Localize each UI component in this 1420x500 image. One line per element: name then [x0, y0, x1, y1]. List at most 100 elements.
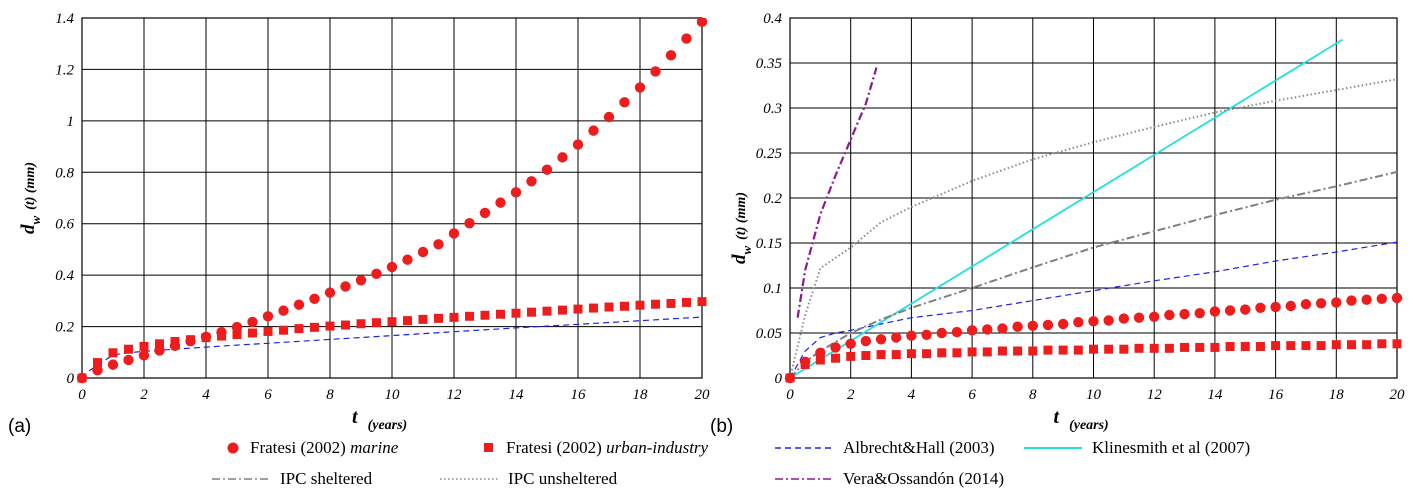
x-tick-label: 8 — [326, 387, 334, 403]
data-point — [124, 344, 133, 354]
chart-panel-a: 0 2 4 6 8 10 12 14 16 18 20 0 0.2 0.4 0.6 0.8 1 1.2 1.4 t (y… — [8, 11, 710, 437]
legend-item-klinesmith: Klinesmith et al (2007) — [1024, 438, 1250, 457]
y-tick-label: 0.1 — [763, 281, 782, 297]
data-point — [1362, 340, 1372, 350]
data-point — [967, 347, 977, 357]
data-point — [1149, 311, 1160, 322]
data-point — [830, 342, 841, 353]
data-point — [495, 197, 506, 208]
y-tick-label: 0.8 — [55, 165, 74, 181]
data-point — [891, 350, 901, 360]
data-point — [921, 329, 932, 340]
data-point — [1195, 342, 1205, 352]
data-point — [1058, 345, 1068, 355]
data-point — [1149, 343, 1159, 353]
panel-label-a: (a) — [8, 416, 31, 437]
x-tick-label: 4 — [908, 387, 916, 403]
data-point — [217, 331, 226, 341]
x-tick-label: 12 — [1147, 387, 1163, 403]
legend-item-vera: Vera&Ossandón (2014) — [775, 469, 1004, 488]
data-point — [541, 164, 553, 175]
data-point — [449, 312, 459, 322]
data-point — [248, 328, 257, 338]
data-point — [997, 346, 1007, 356]
data-point — [527, 307, 536, 317]
data-point — [139, 341, 149, 351]
chart-panel-b: 0 2 4 6 8 10 12 14 16 18 20 0 0.05 0.1 0.15 0.2 0.25 0.3 0… — [710, 11, 1405, 437]
data-point — [650, 66, 661, 77]
data-point — [1133, 312, 1145, 323]
data-point — [1119, 344, 1129, 354]
data-point — [93, 358, 102, 368]
data-point — [952, 348, 962, 358]
data-point — [1255, 342, 1265, 351]
data-point — [1392, 339, 1402, 349]
data-point — [1240, 342, 1250, 351]
legend-marker — [484, 443, 493, 452]
data-point — [831, 353, 841, 363]
data-point — [846, 351, 856, 361]
data-point — [263, 326, 273, 336]
data-point — [433, 239, 444, 250]
data-point — [1028, 346, 1038, 356]
data-point — [936, 327, 947, 339]
legend-label: IPC unsheltered — [508, 469, 618, 488]
data-point — [620, 301, 629, 311]
data-point — [293, 299, 305, 310]
data-point — [1316, 341, 1326, 351]
data-point — [651, 299, 660, 309]
data-point — [526, 176, 537, 187]
x-tick-label: 18 — [1329, 387, 1345, 403]
data-point — [1164, 343, 1174, 353]
legend-label: Fratesi (2002) marine — [250, 438, 399, 457]
data-point — [480, 310, 490, 320]
data-point — [108, 348, 118, 358]
legend-label: Fratesi (2002) urban-industry — [506, 438, 709, 457]
data-point — [278, 305, 289, 316]
data-point — [557, 152, 568, 163]
data-point — [860, 335, 872, 347]
x-tick-label: 8 — [1029, 387, 1037, 403]
data-point — [372, 318, 381, 328]
data-point — [1376, 293, 1388, 304]
legend-label: Vera&Ossandón (2014) — [843, 469, 1004, 488]
legend-item-ipc_unsheltered: IPC unsheltered — [440, 469, 618, 488]
data-point — [387, 317, 397, 327]
data-point — [262, 311, 274, 322]
data-point — [1088, 316, 1099, 327]
series-fratesi-2002-urban-industry — [77, 297, 707, 383]
y-tick-label: 0.05 — [756, 326, 783, 342]
legend-item-urban: Fratesi (2002) urban-industry — [484, 438, 709, 457]
data-point — [845, 338, 856, 349]
data-point — [997, 323, 1008, 334]
x-tick-label: 16 — [571, 387, 587, 403]
data-point — [1224, 305, 1236, 316]
data-point — [1118, 313, 1130, 324]
data-point — [800, 360, 810, 369]
series-line — [81, 316, 703, 379]
data-point — [875, 334, 887, 345]
data-point — [325, 321, 335, 331]
x-tick-label: 6 — [968, 387, 976, 403]
data-point — [1073, 317, 1084, 328]
y-tick-label: 0 — [67, 371, 75, 387]
data-point — [77, 373, 87, 383]
data-point — [170, 336, 180, 346]
data-point — [340, 281, 351, 292]
y-tick-label: 0.2 — [55, 320, 74, 336]
data-point — [573, 304, 583, 314]
y-axis-label-b: dw(t) (mm) — [729, 192, 754, 264]
data-point — [1103, 315, 1114, 326]
y-tick-label: 0.4 — [763, 11, 782, 27]
data-point — [1134, 343, 1144, 353]
data-point — [232, 330, 242, 340]
data-point — [1012, 321, 1023, 332]
data-point — [1361, 294, 1372, 305]
series-fratesi-2002-marine — [76, 18, 708, 384]
data-point — [1073, 345, 1083, 355]
data-point — [1286, 341, 1296, 351]
data-point — [906, 330, 917, 341]
data-point — [604, 302, 614, 312]
data-point — [891, 332, 902, 343]
data-point — [479, 207, 491, 219]
